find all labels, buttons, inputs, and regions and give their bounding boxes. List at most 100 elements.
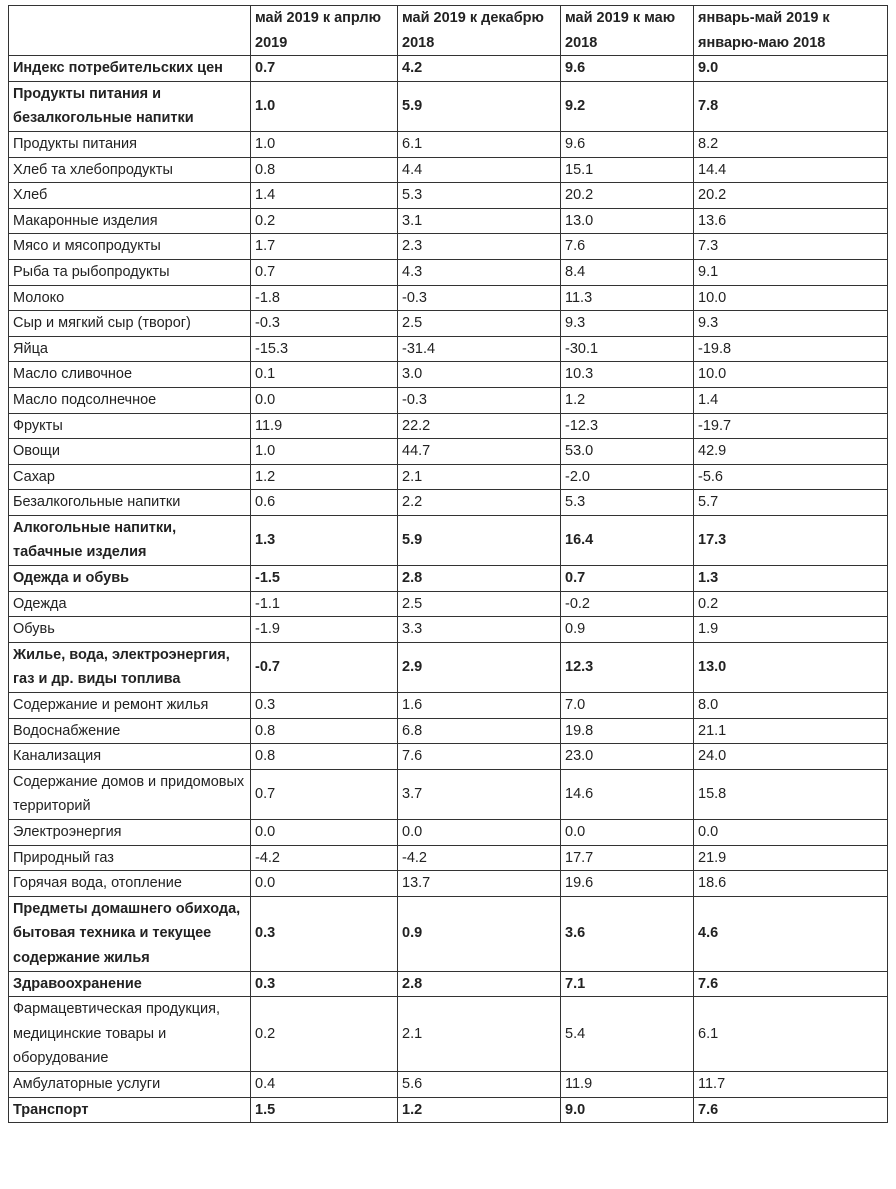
row-label: Транспорт <box>8 1096 251 1124</box>
row-label: Содержание и ремонт жилья <box>8 692 251 719</box>
value-cell: 10.0 <box>693 284 888 312</box>
row-label: Водоснабжение <box>8 717 251 745</box>
value-cell: 11.3 <box>560 284 694 312</box>
value-cell: -4.2 <box>250 844 398 872</box>
table-row: Сахар 1.2 2.1 -2.0 -5.6 <box>8 463 888 491</box>
value-cell: 0.0 <box>693 819 888 846</box>
value-cell: 2.8 <box>397 970 561 998</box>
table-row: Транспорт 1.5 1.2 9.0 7.6 <box>8 1096 888 1124</box>
table-row: Продукты питания 1.0 6.1 9.6 8.2 <box>8 130 888 158</box>
value-cell: 0.0 <box>250 870 398 897</box>
value-cell: 5.4 <box>560 996 694 1072</box>
value-cell: 3.7 <box>397 768 561 821</box>
row-label: Фармацевтическая продукция, медицинские … <box>8 996 251 1072</box>
value-cell: 7.6 <box>693 970 888 998</box>
value-cell: -0.3 <box>250 310 398 337</box>
row-label: Хлеб <box>8 182 251 209</box>
row-label: Природный газ <box>8 844 251 872</box>
value-cell: 7.6 <box>397 743 561 770</box>
table-row: Овощи 1.0 44.7 53.0 42.9 <box>8 438 888 465</box>
value-cell: 1.4 <box>693 386 888 414</box>
value-cell: 1.3 <box>250 514 398 567</box>
value-cell: 0.8 <box>250 717 398 745</box>
table-row: Водоснабжение 0.8 6.8 19.8 21.1 <box>8 717 888 745</box>
value-cell: 9.3 <box>560 310 694 337</box>
table-row: Молоко -1.8 -0.3 11.3 10.0 <box>8 284 888 312</box>
value-cell: 0.0 <box>397 819 561 846</box>
table-row: Амбулаторные услуги 0.4 5.6 11.9 11.7 <box>8 1070 888 1098</box>
table-body: Индекс потребительских цен 0.7 4.2 9.6 9.0 Пр… <box>8 55 888 1124</box>
row-label: Индекс потребительских цен <box>8 55 251 82</box>
value-cell: 4.6 <box>693 895 888 972</box>
value-cell: 1.7 <box>250 233 398 260</box>
value-cell: 1.2 <box>397 1096 561 1124</box>
value-cell: -0.3 <box>397 284 561 312</box>
value-cell: 15.1 <box>560 156 694 184</box>
value-cell: 1.9 <box>693 616 888 643</box>
table-row: Содержание домов и придомовых территорий… <box>8 768 888 821</box>
value-cell: 0.3 <box>250 970 398 998</box>
value-cell: 0.0 <box>250 819 398 846</box>
value-cell: 7.8 <box>693 80 888 132</box>
value-cell: 6.1 <box>397 130 561 158</box>
value-cell: 4.2 <box>397 55 561 82</box>
value-cell: 3.6 <box>560 895 694 972</box>
row-label: Молоко <box>8 284 251 312</box>
value-cell: -0.7 <box>250 641 398 694</box>
value-cell: 0.2 <box>250 996 398 1072</box>
value-cell: 20.2 <box>560 182 694 209</box>
value-cell: 0.9 <box>397 895 561 972</box>
value-cell: 9.2 <box>560 80 694 132</box>
table-row: Фрукты 11.9 22.2 -12.3 -19.7 <box>8 412 888 440</box>
value-cell: -5.6 <box>693 463 888 491</box>
row-label: Здравоохранение <box>8 970 251 998</box>
value-cell: 20.2 <box>693 182 888 209</box>
value-cell: 0.7 <box>250 768 398 821</box>
table-row: Масло сливочное 0.1 3.0 10.3 10.0 <box>8 361 888 388</box>
value-cell: 5.9 <box>397 80 561 132</box>
value-cell: 16.4 <box>560 514 694 567</box>
table-row: Мясо и мясопродукты 1.7 2.3 7.6 7.3 <box>8 233 888 260</box>
value-cell: 2.9 <box>397 641 561 694</box>
value-cell: 0.1 <box>250 361 398 388</box>
value-cell: -12.3 <box>560 412 694 440</box>
row-label: Канализация <box>8 743 251 770</box>
value-cell: 17.7 <box>560 844 694 872</box>
table-row: Содержание и ремонт жилья 0.3 1.6 7.0 8.0 <box>8 692 888 719</box>
row-label: Овощи <box>8 438 251 465</box>
value-cell: 5.7 <box>693 489 888 516</box>
value-cell: 24.0 <box>693 743 888 770</box>
value-cell: -1.1 <box>250 590 398 618</box>
column-header: январь-май 2019 к январю-маю 2018 <box>693 4 888 57</box>
value-cell: 2.5 <box>397 310 561 337</box>
value-cell: 9.6 <box>560 130 694 158</box>
value-cell: 0.3 <box>250 895 398 972</box>
value-cell: 3.1 <box>397 207 561 235</box>
value-cell: -1.5 <box>250 565 398 592</box>
value-cell: 3.0 <box>397 361 561 388</box>
value-cell: -1.8 <box>250 284 398 312</box>
row-label: Яйца <box>8 335 251 363</box>
table-row: Безалкогольные напитки 0.6 2.2 5.3 5.7 <box>8 489 888 516</box>
value-cell: 6.8 <box>397 717 561 745</box>
value-cell: 0.7 <box>250 258 398 286</box>
table-row: Обувь -1.9 3.3 0.9 1.9 <box>8 616 888 643</box>
value-cell: 10.0 <box>693 361 888 388</box>
value-cell: -31.4 <box>397 335 561 363</box>
row-label: Сахар <box>8 463 251 491</box>
value-cell: -2.0 <box>560 463 694 491</box>
value-cell: 5.6 <box>397 1070 561 1098</box>
table-row: Электроэнергия 0.0 0.0 0.0 0.0 <box>8 819 888 846</box>
value-cell: 7.3 <box>693 233 888 260</box>
column-header: май 2019 к маю 2018 <box>560 4 694 57</box>
value-cell: 13.7 <box>397 870 561 897</box>
row-label: Продукты питания <box>8 130 251 158</box>
value-cell: 8.2 <box>693 130 888 158</box>
table-row: Алкогольные напитки, табачные изделия 1.3… <box>8 514 888 567</box>
value-cell: 2.2 <box>397 489 561 516</box>
value-cell: 8.0 <box>693 692 888 719</box>
value-cell: 8.4 <box>560 258 694 286</box>
table-row: Яйца -15.3 -31.4 -30.1 -19.8 <box>8 335 888 363</box>
row-label: Жилье, вода, электроэнергия, газ и др. в… <box>8 641 251 694</box>
table-row: Канализация 0.8 7.6 23.0 24.0 <box>8 743 888 770</box>
